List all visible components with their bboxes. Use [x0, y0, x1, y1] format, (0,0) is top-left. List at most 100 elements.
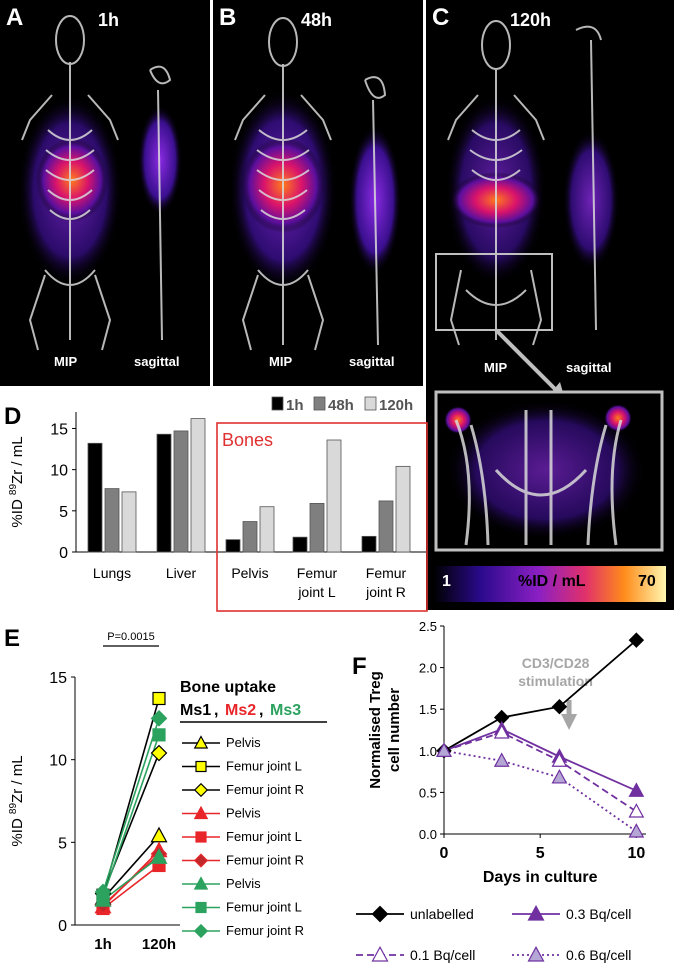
d-bar-48h: [104, 488, 120, 553]
f-line-0.6 Bq/cell: [443, 749, 637, 833]
panel-letter-a: A: [6, 4, 24, 31]
e-point: [150, 709, 168, 727]
d-legend-label-1h: 1h: [286, 397, 304, 414]
f-point: [551, 752, 568, 767]
f-ytick-label: 2.5: [419, 619, 437, 634]
f-line-unlabelled: [443, 639, 637, 752]
panel-letter-b: B: [219, 4, 237, 31]
f-line-0.1 Bq/cell: [443, 731, 637, 813]
panel-c-time: 120h: [510, 10, 552, 30]
f-point: [551, 769, 568, 784]
d-legend-swatch: [271, 396, 284, 411]
e-point: [94, 883, 112, 901]
e-legend-label: Pelvis: [226, 876, 261, 891]
f-ytick-label: 2.0: [419, 661, 437, 676]
mouse-scan-c: [434, 20, 666, 602]
d-category-label: Liver: [166, 565, 197, 581]
e-line: [102, 718, 160, 893]
f-point: [493, 752, 510, 767]
d-ytick-label: 0: [59, 545, 68, 562]
e-legend-label: Femur joint L: [226, 900, 302, 915]
e-legend-label: Pelvis: [226, 735, 261, 750]
f-point: [628, 782, 645, 797]
e-legend-marker: [193, 853, 209, 868]
e-legend-label: Femur joint R: [226, 782, 304, 797]
panel-c-image: C 120h MIP sagittal 1 %ID / mL 70: [426, 0, 674, 610]
f-ytick-label: 0.5: [419, 785, 437, 800]
e-legend-label: Femur joint R: [226, 923, 304, 938]
e-legend-marker: [193, 735, 209, 749]
f-legend-label: 0.3 Bq/cell: [566, 906, 631, 922]
f-legend-marker: [371, 945, 389, 962]
e-legend-marker: [195, 901, 207, 914]
d-ytick-label: 5: [59, 504, 68, 521]
d-category-label: Lungs: [93, 565, 131, 581]
f-line-0.3 Bq/cell: [443, 728, 637, 792]
panel-c-mip-label: MIP: [484, 360, 508, 375]
e-legend-label: Pelvis: [226, 806, 261, 821]
d-ylabel: %ID 89Zr / mL: [8, 436, 26, 527]
d-bar-120h: [326, 439, 342, 553]
e-legend-label: Femur joint L: [226, 759, 302, 774]
f-legend-label: unlabelled: [410, 906, 474, 922]
f-xtick-label: 0: [440, 845, 449, 862]
f-legend-label: 0.1 Bq/cell: [410, 947, 475, 963]
e-legend-marker: [193, 782, 209, 798]
e-point: [150, 744, 168, 762]
d-bar-120h: [259, 506, 275, 553]
f-ylabel: Normalised Treg: [367, 671, 384, 789]
mouse-scan-a: [18, 15, 182, 351]
d-legend-label-120h: 120h: [379, 397, 413, 414]
f-point: [493, 724, 510, 739]
f-point: [436, 742, 452, 757]
panel-b-mip-label: MIP: [269, 354, 293, 369]
e-legend-mouse: Ms2: [225, 702, 256, 719]
f-legend-marker: [527, 904, 545, 921]
f-xlabel: Days in culture: [483, 869, 598, 886]
panel-c-sagittal-label: sagittal: [566, 360, 612, 375]
d-ytick-label: 15: [50, 421, 68, 438]
panel-letter-e: E: [4, 625, 20, 652]
e-xtick-label: 1h: [94, 936, 112, 953]
f-annotation: CD3/CD28: [522, 655, 590, 671]
colorbar-mid-label: %ID / mL: [518, 573, 586, 590]
e-legend-label: Femur joint L: [226, 829, 302, 844]
d-legend-swatch: [313, 396, 326, 411]
d-category-label: Pelvis: [231, 565, 268, 581]
d-bar-48h: [242, 521, 258, 553]
f-point: [628, 803, 645, 818]
f-point: [551, 698, 568, 715]
e-legend-marker: [195, 760, 207, 773]
e-ytick-label: 10: [49, 753, 67, 770]
f-ytick-label: 0.0: [419, 827, 437, 842]
e-line: [102, 734, 160, 898]
colorbar-max-label: 70: [638, 573, 656, 590]
f-legend-label: 0.6 Bq/cell: [566, 947, 631, 963]
f-stim-arrow-head: [561, 714, 578, 730]
f-point: [628, 823, 645, 838]
panel-b-time: 48h: [301, 10, 333, 30]
f-ylabel: cell number: [386, 688, 403, 772]
panel-a-time: 1h: [98, 10, 120, 30]
e-ylabel: %ID 89Zr / mL: [8, 755, 26, 846]
f-annotation: stimulation: [518, 673, 593, 689]
e-legend-comma: ,: [259, 702, 263, 719]
e-point: [150, 826, 168, 843]
colorbar-gradient: [434, 566, 666, 602]
f-xtick-label: 5: [536, 845, 545, 862]
d-bar-1h: [292, 536, 308, 553]
d-category-label: joint R: [365, 584, 406, 600]
e-line: [102, 864, 160, 910]
e-legend-marker: [193, 876, 209, 890]
e-legend-title: Bone uptake: [180, 679, 276, 696]
panel-b-sagittal-label: sagittal: [349, 354, 395, 369]
e-point: [152, 691, 166, 706]
f-ytick-label: 1.0: [419, 744, 437, 759]
panel-letter-f: F: [352, 653, 367, 680]
d-ytick-label: 10: [50, 463, 68, 480]
d-legend-swatch: [364, 396, 377, 411]
panel-letter-d: D: [4, 403, 21, 430]
d-bar-120h: [121, 491, 137, 553]
e-ytick-label: 5: [58, 835, 67, 852]
